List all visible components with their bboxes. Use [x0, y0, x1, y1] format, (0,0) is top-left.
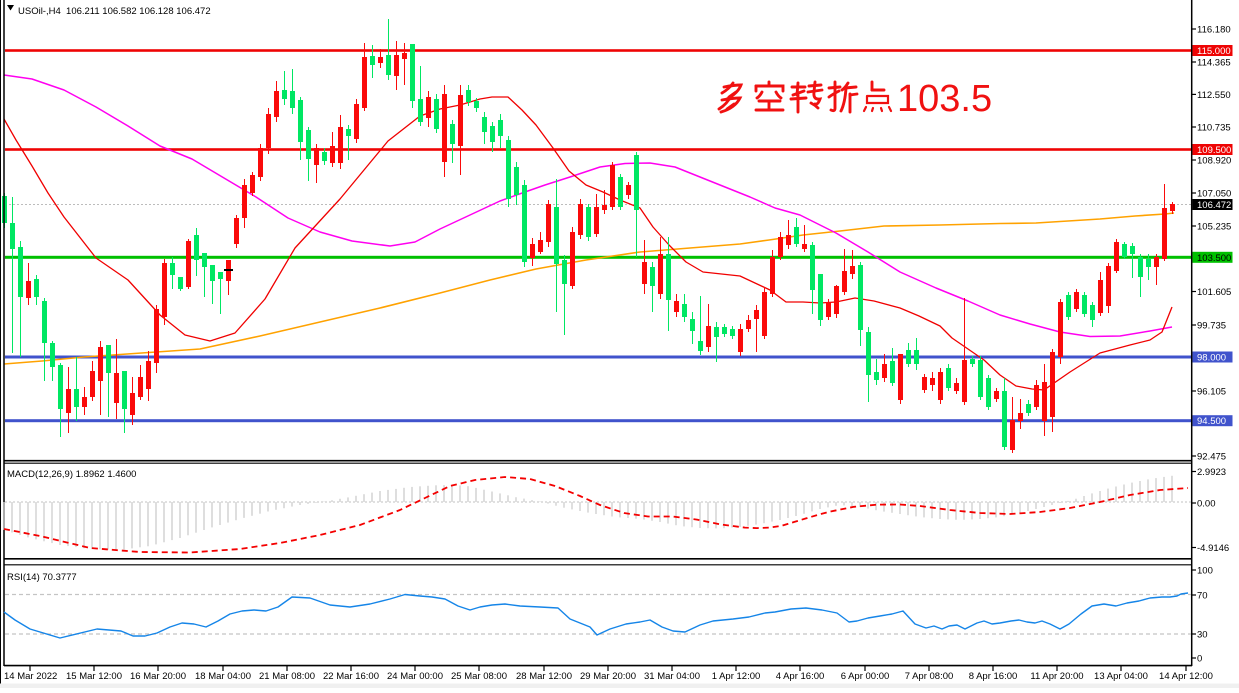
svg-text:110.735: 110.735	[1197, 123, 1231, 134]
svg-text:108.920: 108.920	[1197, 156, 1231, 167]
svg-text:6 Apr 00:00: 6 Apr 00:00	[841, 671, 890, 682]
svg-text:96.105: 96.105	[1197, 387, 1226, 398]
svg-text:11 Apr 20:00: 11 Apr 20:00	[1030, 671, 1083, 682]
svg-text:105.235: 105.235	[1197, 222, 1231, 233]
svg-text:8 Apr 16:00: 8 Apr 16:00	[969, 671, 1018, 682]
svg-text:109.500: 109.500	[1197, 145, 1231, 156]
svg-text:-4.9146: -4.9146	[1197, 543, 1229, 554]
svg-text:29 Mar 20:00: 29 Mar 20:00	[580, 671, 636, 682]
svg-text:114.365: 114.365	[1197, 58, 1231, 69]
svg-text:RSI(14) 70.3777: RSI(14) 70.3777	[7, 572, 77, 583]
svg-text:1 Apr 12:00: 1 Apr 12:00	[712, 671, 761, 682]
svg-text:22 Mar 16:00: 22 Mar 16:00	[323, 671, 379, 682]
svg-text:103.500: 103.500	[1197, 253, 1231, 264]
svg-text:30: 30	[1197, 630, 1208, 641]
svg-text:28 Mar 12:00: 28 Mar 12:00	[516, 671, 572, 682]
svg-text:15 Mar 12:00: 15 Mar 12:00	[66, 671, 122, 682]
svg-text:103.5: 103.5	[897, 78, 992, 120]
svg-text:0.00: 0.00	[1197, 499, 1216, 510]
svg-text:13 Apr 04:00: 13 Apr 04:00	[1094, 671, 1148, 682]
svg-text:MACD(12,26,9) 1.8962 1.4600: MACD(12,26,9) 1.8962 1.4600	[7, 469, 136, 480]
svg-text:70: 70	[1197, 591, 1208, 602]
svg-text:2.9923: 2.9923	[1197, 467, 1226, 478]
svg-text:14 Apr 12:00: 14 Apr 12:00	[1159, 671, 1213, 682]
svg-text:107.050: 107.050	[1197, 189, 1231, 200]
svg-text:4 Apr 16:00: 4 Apr 16:00	[776, 671, 825, 682]
svg-text:7 Apr 08:00: 7 Apr 08:00	[905, 671, 954, 682]
svg-text:100: 100	[1197, 566, 1213, 577]
svg-text:116.180: 116.180	[1197, 25, 1231, 36]
svg-text:112.550: 112.550	[1197, 90, 1231, 101]
svg-text:92.475: 92.475	[1197, 452, 1226, 463]
svg-text:99.735: 99.735	[1197, 321, 1226, 332]
svg-text:101.605: 101.605	[1197, 287, 1231, 298]
svg-text:115.000: 115.000	[1197, 46, 1231, 57]
svg-text:94.500: 94.500	[1197, 416, 1226, 427]
svg-text:18 Mar 04:00: 18 Mar 04:00	[195, 671, 251, 682]
svg-text:24 Mar 00:00: 24 Mar 00:00	[387, 671, 443, 682]
svg-text:106.472: 106.472	[1197, 200, 1231, 211]
svg-text:USOil-,H4 106.211 106.582 106: USOil-,H4 106.211 106.582 106.128 106.47…	[18, 6, 211, 17]
svg-text:14 Mar 2022: 14 Mar 2022	[4, 671, 57, 682]
svg-text:25 Mar 08:00: 25 Mar 08:00	[451, 671, 507, 682]
svg-text:16 Mar 20:00: 16 Mar 20:00	[130, 671, 186, 682]
svg-text:0: 0	[1197, 654, 1202, 665]
svg-text:98.000: 98.000	[1197, 353, 1226, 364]
svg-text:21 Mar 08:00: 21 Mar 08:00	[259, 671, 315, 682]
svg-text:31 Mar 04:00: 31 Mar 04:00	[644, 671, 700, 682]
